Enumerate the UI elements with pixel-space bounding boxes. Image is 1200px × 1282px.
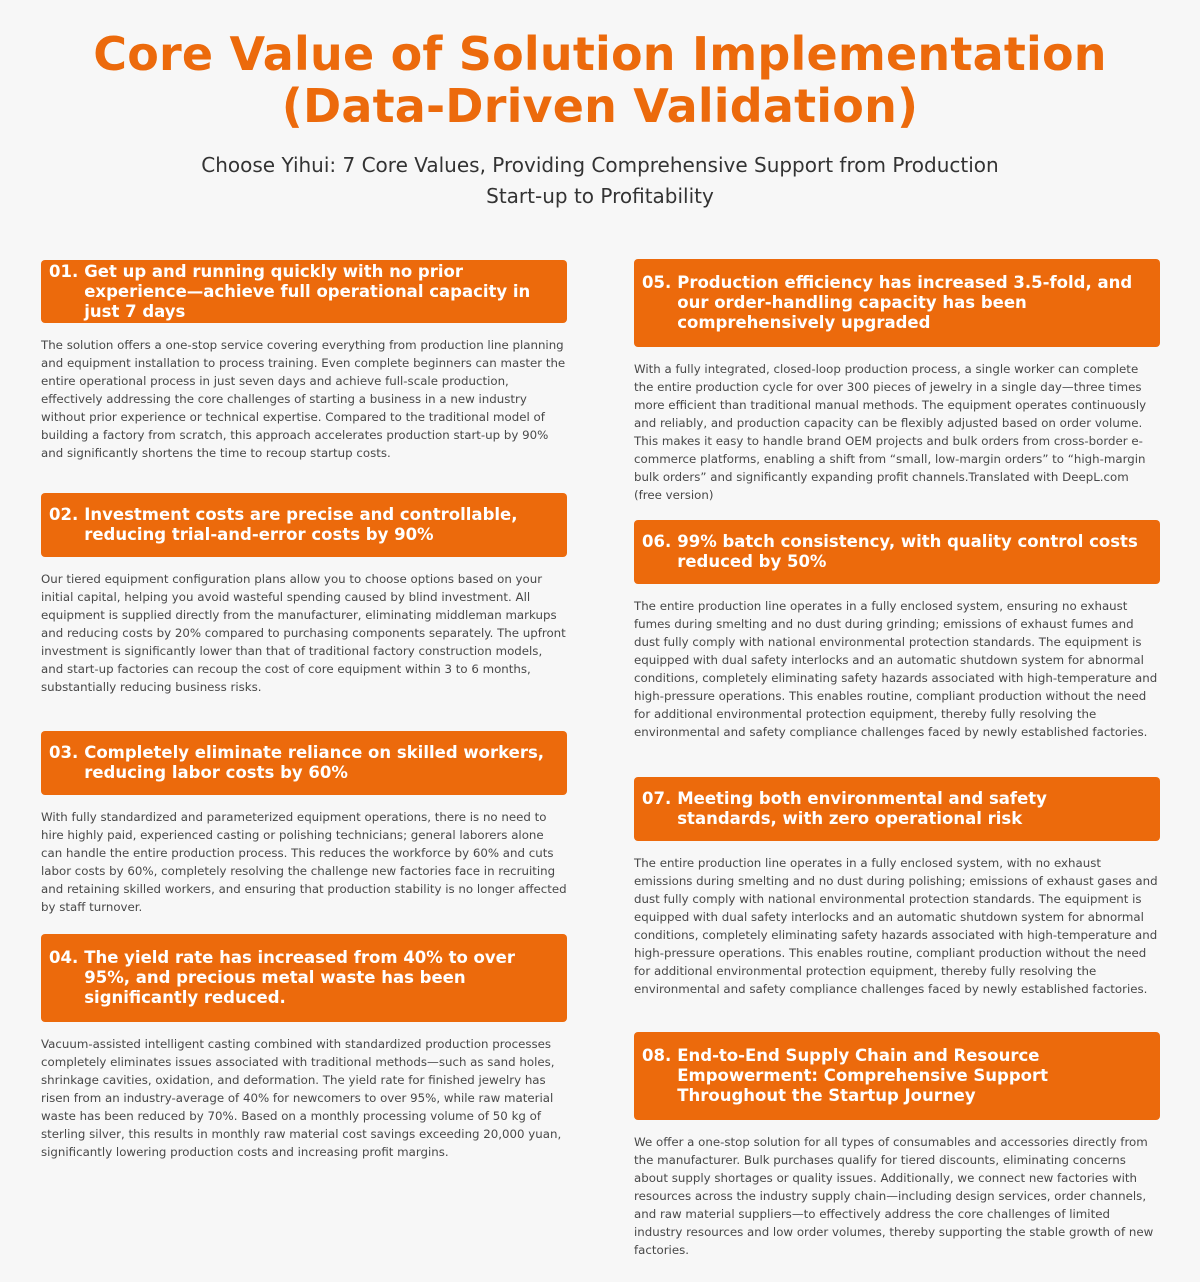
page-title-line-2: (Data-Driven Validation) [281, 79, 919, 133]
value-card-banner: 01. Get up and running quickly with no p… [41, 260, 567, 323]
value-card-banner: 04. The yield rate has increased from 40… [41, 934, 567, 1022]
value-card-title: Production efficiency has increased 3.5-… [677, 273, 1133, 332]
value-card-05: 05. Production efficiency has increased … [634, 259, 1160, 504]
value-card-number: 01. [49, 261, 79, 281]
value-card-title: End-to-End Supply Chain and Resource Emp… [677, 1046, 1049, 1105]
value-card-number: 08. [642, 1046, 672, 1065]
value-card-08: 08. End-to-End Supply Chain and Resource… [634, 1032, 1160, 1259]
page-subtitle: Choose Yihui: 7 Core Values, Providing C… [180, 150, 1020, 212]
value-card-banner: 07. Meeting both environmental and safet… [634, 777, 1160, 841]
value-card-banner: 03. Completely eliminate reliance on ski… [41, 731, 567, 795]
value-card-title: 99% batch consistency, with quality cont… [677, 532, 1138, 571]
value-card-title: Meeting both environmental and safety st… [677, 789, 1047, 828]
page-subtitle-line-1: Choose Yihui: 7 Core Values, Providing C… [201, 153, 999, 177]
value-card-title: Get up and running quickly with no prior… [84, 261, 531, 321]
value-card-title: Completely eliminate reliance on skilled… [84, 743, 545, 782]
value-card-number: 04. [49, 948, 79, 967]
value-card-body: Vacuum-assisted intelligent casting comb… [41, 1037, 562, 1159]
value-card-body: With fully standardized and parameterize… [41, 810, 567, 914]
value-card-number: 06. [642, 532, 672, 551]
value-card-banner: 05. Production efficiency has increased … [634, 259, 1160, 347]
page-title-line-1: Core Value of Solution Implementation [93, 27, 1107, 81]
value-card-number: 03. [49, 743, 79, 762]
value-card-02: 02. Investment costs are precise and con… [41, 493, 567, 696]
value-card-03: 03. Completely eliminate reliance on ski… [41, 731, 567, 916]
value-card-banner: 02. Investment costs are precise and con… [41, 493, 567, 557]
value-card-body: The entire production line operates in a… [634, 856, 1158, 996]
value-card-number: 07. [642, 789, 672, 808]
value-card-07: 07. Meeting both environmental and safet… [634, 777, 1160, 998]
value-card-banner: 06. 99% batch consistency, with quality … [634, 520, 1160, 584]
value-card-banner: 08. End-to-End Supply Chain and Resource… [634, 1032, 1160, 1120]
value-card-body: With a fully integrated, closed-loop pro… [634, 362, 1147, 502]
value-card-body: Our tiered equipment configuration plans… [41, 572, 566, 694]
value-card-04: 04. The yield rate has increased from 40… [41, 934, 567, 1161]
value-card-01: 01. Get up and running quickly with no p… [41, 260, 567, 462]
value-card-title: Investment costs are precise and control… [84, 505, 518, 544]
value-card-06: 06. 99% batch consistency, with quality … [634, 520, 1160, 741]
value-card-title: The yield rate has increased from 40% to… [84, 948, 515, 1007]
value-card-body: The solution offers a one-stop service c… [41, 338, 566, 460]
value-card-body: We offer a one-stop solution for all typ… [634, 1135, 1154, 1257]
value-card-number: 02. [49, 505, 79, 524]
page-subtitle-line-2: Start-up to Profitability [486, 184, 714, 208]
value-card-number: 05. [642, 273, 672, 292]
value-card-body: The entire production line operates in a… [634, 599, 1158, 739]
page-title: Core Value of Solution Implementation (D… [0, 28, 1200, 132]
